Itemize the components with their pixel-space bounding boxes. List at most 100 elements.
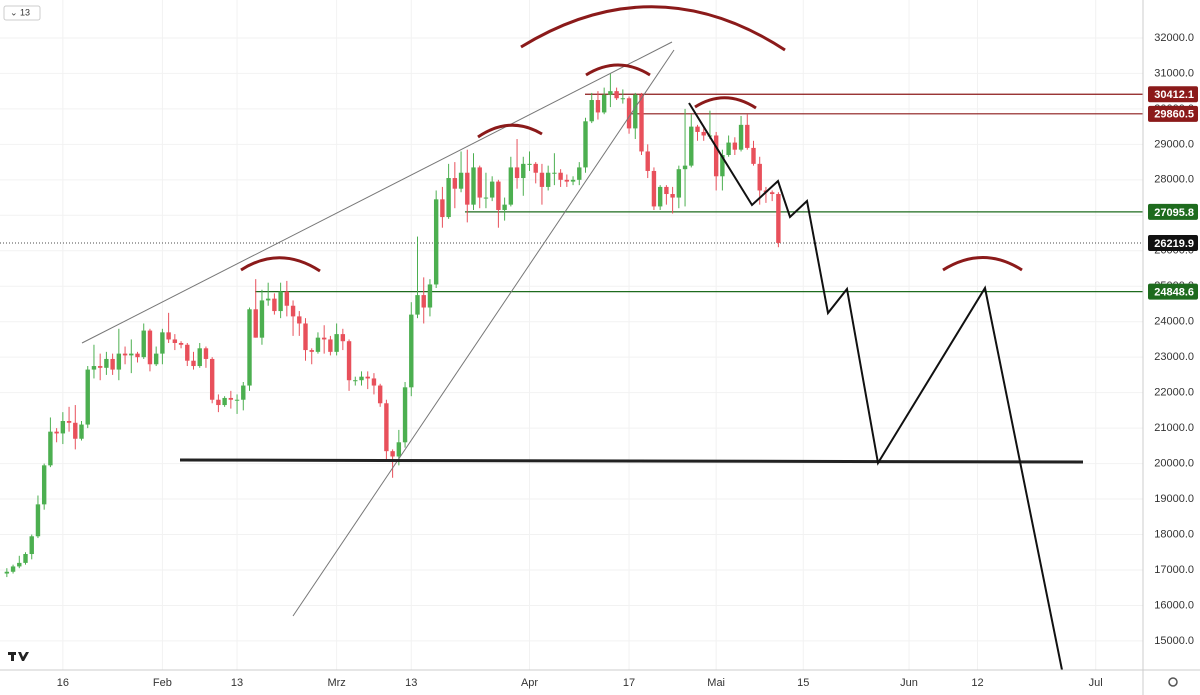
y-tick-label: 31000.0: [1154, 67, 1194, 79]
candle-body: [334, 334, 339, 352]
price-label-box: [1148, 86, 1198, 103]
price-label-box: [1148, 283, 1198, 300]
y-tick-label: 15000.0: [1154, 635, 1194, 647]
candle-body: [446, 178, 451, 218]
candle-body: [521, 163, 526, 179]
candle-body: [122, 353, 128, 356]
interval-badge[interactable]: [3, 5, 41, 21]
candle-body: [657, 186, 663, 207]
candles: [4, 73, 781, 578]
candle-body: [365, 376, 370, 379]
trend-line: [81, 41, 673, 344]
price-label: 30412.1: [1154, 89, 1194, 101]
candle-body: [23, 554, 28, 563]
logo: [8, 652, 29, 661]
candle-body: [502, 204, 507, 210]
candle-body: [738, 124, 744, 150]
candle-body: [595, 100, 601, 113]
candle-body: [265, 298, 271, 301]
y-tick-label: 16000.0: [1154, 599, 1194, 611]
price-label-box: [1148, 234, 1198, 251]
candle-body: [745, 124, 750, 148]
candle-body: [682, 165, 688, 170]
candle-body: [458, 172, 464, 189]
candle-body: [390, 451, 395, 457]
y-tick-label: 20000.0: [1154, 457, 1194, 469]
candle-body: [135, 353, 140, 358]
x-tick-label: 15: [797, 677, 809, 689]
candle-body: [203, 348, 209, 359]
candle-body: [496, 181, 501, 210]
candle-body: [253, 309, 258, 338]
candle-body: [583, 121, 588, 168]
candle-body: [440, 199, 445, 218]
arc: [240, 256, 321, 273]
candle-body: [452, 178, 458, 189]
candle-body: [48, 431, 53, 466]
candle-body: [651, 170, 657, 207]
candle-body: [60, 421, 66, 434]
arc: [477, 123, 543, 139]
candle-body: [228, 397, 234, 400]
x-tick-label: 12: [971, 677, 983, 689]
candle-body: [664, 186, 669, 195]
candle-body: [116, 353, 122, 370]
candle-body: [160, 332, 165, 354]
projection-path: [688, 102, 1063, 671]
price-label-box: [1148, 203, 1198, 220]
drawings: [81, 5, 1084, 671]
support-line: [179, 458, 1084, 464]
chevron: ⌄: [10, 7, 18, 17]
x-tick-label: Apr: [521, 677, 538, 689]
candle-body: [620, 98, 626, 100]
y-tick-label: 29000.0: [1154, 138, 1194, 150]
candle-body: [241, 385, 246, 400]
candle-body: [197, 348, 202, 367]
candle-body: [185, 344, 190, 361]
candle-body: [147, 330, 153, 365]
candle-body: [29, 536, 34, 555]
candle-body: [608, 91, 613, 95]
x-tick-label: 16: [57, 677, 69, 689]
candle-body: [558, 172, 563, 180]
candle-body: [601, 94, 607, 113]
candle-body: [589, 100, 594, 122]
price-label: 24848.6: [1154, 287, 1194, 299]
trend-line: [292, 49, 675, 617]
candle-body: [328, 339, 333, 352]
candle-body: [433, 199, 439, 285]
price-label-box: [1148, 105, 1198, 122]
candle-body: [552, 172, 557, 174]
candle-body: [570, 179, 576, 182]
candle-body: [645, 151, 650, 171]
candle-body: [104, 358, 109, 368]
candle-body: [54, 431, 59, 434]
y-tick-label: 21000.0: [1154, 422, 1194, 434]
candle-body: [564, 179, 570, 182]
candle-body: [639, 94, 644, 152]
candle-body: [66, 421, 72, 423]
y-tick-label: 22000.0: [1154, 387, 1194, 399]
x-tick-label: Mai: [707, 677, 725, 689]
x-tick-label: Jul: [1089, 677, 1103, 689]
candle-body: [695, 126, 700, 132]
candle-body: [539, 172, 545, 187]
candle-body: [670, 194, 675, 198]
candle-body: [178, 342, 184, 345]
candle-body: [533, 163, 538, 173]
candle-body: [222, 397, 227, 406]
candle-body: [141, 330, 146, 358]
candle-body: [353, 380, 358, 382]
interval-label: 13: [20, 7, 30, 17]
settings-icon[interactable]: [1168, 677, 1178, 687]
candle-body: [776, 194, 781, 243]
candle-body: [676, 169, 682, 198]
candle-body: [284, 291, 290, 306]
candle-body: [465, 172, 470, 205]
candle-body: [527, 163, 532, 165]
candle-body: [713, 135, 719, 177]
y-tick-label: 24000.0: [1154, 316, 1194, 328]
x-tick-label: Mrz: [327, 677, 345, 689]
candle-body: [172, 339, 178, 343]
